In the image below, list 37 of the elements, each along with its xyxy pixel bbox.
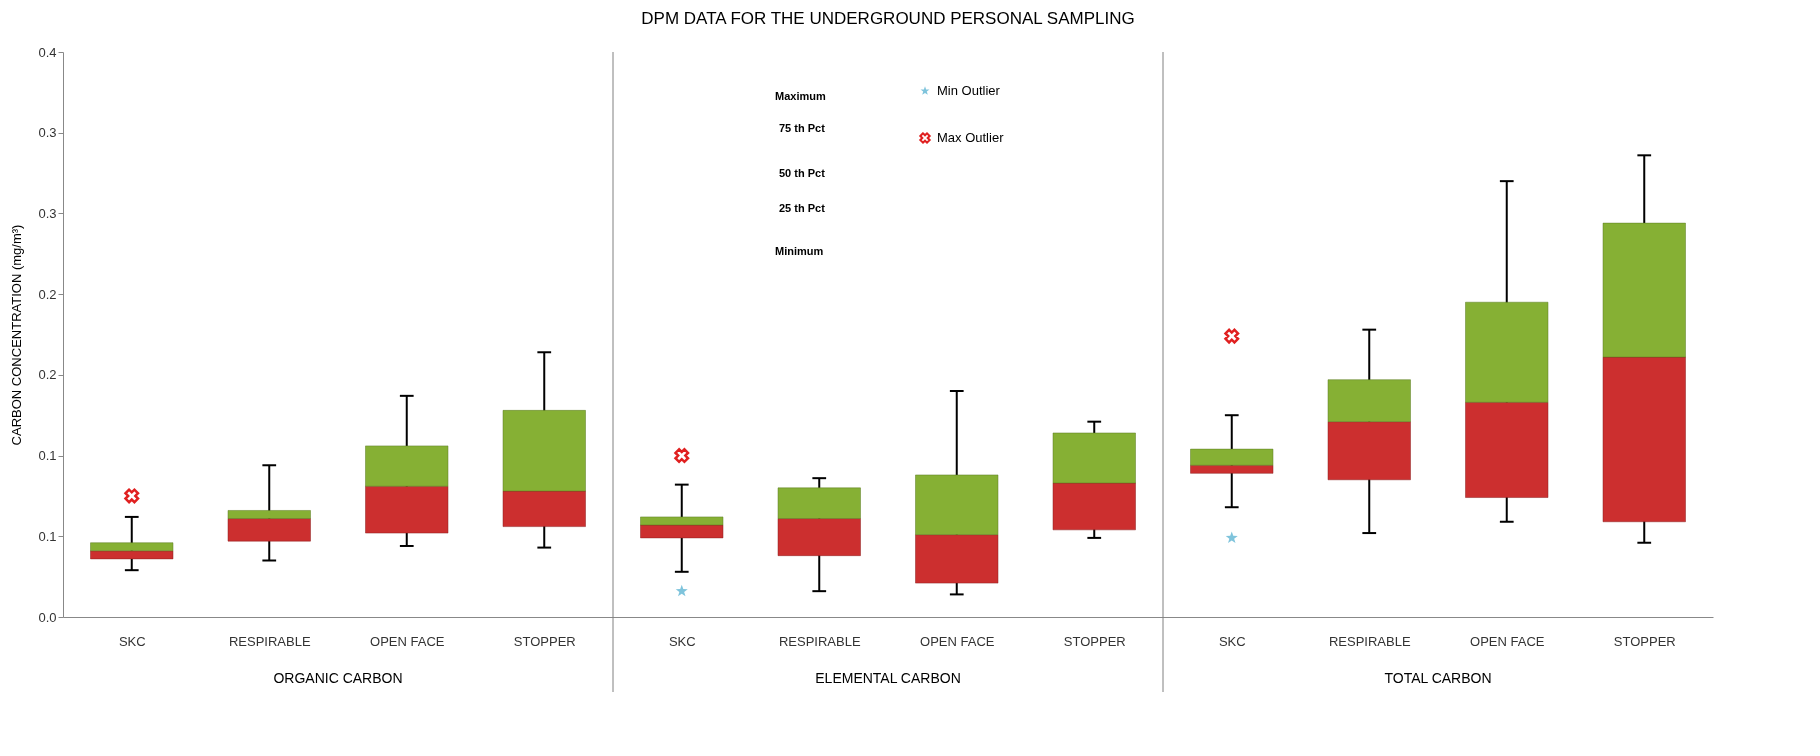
legend-label: Min Outlier [937,83,1001,98]
x-tick-label: RESPIRABLE [228,633,311,649]
y-tick-label: 0.1 [38,448,57,464]
x-tick-label: RESPIRABLE [1328,633,1411,649]
point [124,488,140,504]
y-tick-label: 0.2 [38,286,57,302]
x-tick-label: OPEN FACE [1470,633,1545,649]
y-axis-title: CARBON CONCENTRATION (mg/m³) [9,224,25,446]
point [675,584,688,597]
x-tick-label: SKC [668,633,696,649]
x-tick-label: SKC [1218,633,1246,649]
y-tick-label: 0.4 [38,44,57,60]
point [1225,531,1238,544]
y-tick-label: 0.0 [38,609,57,625]
x-tick-label: OPEN FACE [370,633,445,649]
x-tick-label: OPEN FACE [920,633,995,649]
y-tick-label: 0.2 [38,367,57,383]
legend-label: Max Outlier [937,130,1005,145]
text: ELEMENTAL CARBON [815,670,961,686]
x-tick-label: STOPPER [513,633,576,649]
point [674,448,690,464]
text: TOTAL CARBON [1384,670,1492,686]
x-tick-label: RESPIRABLE [778,633,861,649]
text: ORGANIC CARBON [273,670,403,686]
annotation: 25 th Pct [779,202,826,214]
annotation: Minimum [775,245,824,257]
y-tick-label: 0.3 [38,205,57,221]
annotation: 75 th Pct [779,122,826,134]
point [1224,328,1240,344]
y-tick-label: 0.3 [38,125,57,141]
annotation: 50 th Pct [779,167,826,179]
chart-title: DPM DATA FOR THE UNDERGROUND PERSONAL SAMPLING [641,9,1135,28]
x-tick-label: STOPPER [1613,633,1676,649]
y-tick-label: 0.1 [38,528,57,544]
x-tick-label: SKC [118,633,146,649]
x-tick-label: STOPPER [1063,633,1126,649]
annotation: Maximum [775,90,826,102]
